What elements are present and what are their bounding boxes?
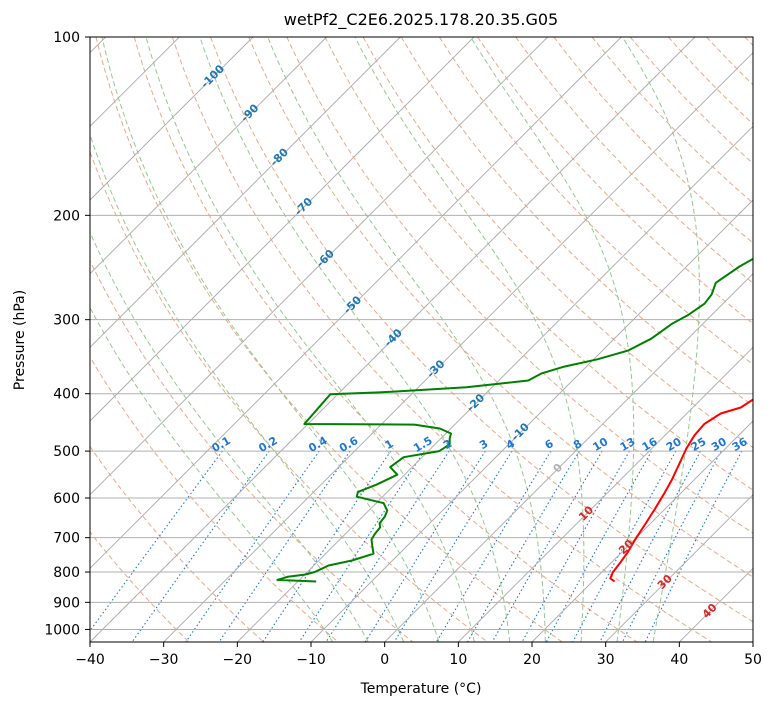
x-tick-label: 0 <box>380 652 389 668</box>
mixing-ratio-line <box>621 450 722 642</box>
moist-adiabat-line <box>90 306 334 642</box>
moist-adiabats <box>90 37 700 642</box>
chart-title: wetPf2_C2E6.2025.178.20.35.G05 <box>284 10 558 30</box>
moist-adiabat-line <box>622 37 700 642</box>
mixing-ratio-line <box>467 450 580 642</box>
dry-adiabat-line <box>400 37 753 407</box>
x-axis: −40 −30 −20 −10 0 10 20 30 40 50 <box>75 642 762 668</box>
mixing-ratio-line <box>491 450 603 642</box>
dry-adiabat-line <box>248 37 753 578</box>
mixing-ratio-line <box>572 450 677 642</box>
dry-adiabat-line <box>90 445 264 642</box>
mixing-ratio-line <box>393 450 513 642</box>
dry-adiabat-line <box>286 37 753 534</box>
moist-adiabat-line <box>267 37 546 642</box>
isotherm-line <box>90 37 696 642</box>
y-tick-label: 800 <box>53 565 80 581</box>
dry-adiabat-line <box>553 37 753 244</box>
mixing-ratio-line <box>545 450 653 642</box>
isotherm-line <box>236 125 753 642</box>
x-tick-label: −10 <box>296 652 326 668</box>
y-tick-label: 300 <box>53 313 80 329</box>
sounding-series <box>276 257 753 583</box>
skewed-isotherms <box>90 37 753 642</box>
y-tick-label: 500 <box>53 444 80 460</box>
x-tick-label: 40 <box>670 652 688 668</box>
isotherm-line <box>90 37 622 570</box>
dry-adiabat-line <box>90 355 339 642</box>
mixing-ratio-lines <box>90 450 743 642</box>
mixing-ratio-line <box>521 450 630 642</box>
isotherm-line <box>310 199 753 642</box>
x-tick-label: 20 <box>523 652 541 668</box>
moist-adiabat-line <box>470 37 635 642</box>
y-axis-title: Pressure (hPa) <box>12 290 28 390</box>
dry-adiabat-line <box>515 37 753 284</box>
isotherm-line <box>90 37 475 422</box>
y-tick-label: 200 <box>53 208 80 224</box>
isotherm-line <box>531 420 753 642</box>
dry-adiabat-line <box>629 37 753 165</box>
dry-adiabat-line <box>210 37 753 623</box>
dry-adiabat-line <box>171 37 712 642</box>
x-tick-label: −20 <box>223 652 253 668</box>
moist-adiabat-line <box>90 231 369 642</box>
dry-adiabat-line <box>438 37 753 365</box>
mixing-ratio-line <box>185 450 320 642</box>
x-tick-label: 10 <box>449 652 467 668</box>
moist-adiabat-line <box>101 37 440 642</box>
mixing-ratio-line <box>599 450 701 642</box>
moist-adiabat-line <box>90 133 405 642</box>
y-tick-label: 900 <box>53 595 80 611</box>
mixing-ratio-line <box>435 450 552 642</box>
y-axis: 100 200 300 400 500 600 700 800 900 1000 <box>44 30 90 638</box>
isotherm-line <box>90 37 549 496</box>
x-tick-label: 30 <box>597 652 615 668</box>
mixing-ratio-line <box>131 450 270 642</box>
isotherm-line <box>90 37 401 349</box>
x-axis-title: Temperature (°C) <box>360 681 482 697</box>
temperature-profile-line <box>609 398 753 583</box>
isotherm-line <box>384 272 753 642</box>
isotherm-line <box>90 37 254 201</box>
y-tick-label: 700 <box>53 531 80 547</box>
isotherm-line <box>605 493 753 642</box>
y-tick-label: 600 <box>53 491 80 507</box>
moist-adiabat-line <box>145 37 475 642</box>
isotherm-line <box>457 346 753 642</box>
y-tick-label: 400 <box>53 387 80 403</box>
isotherm-line <box>163 51 753 642</box>
mixing-ratio-line <box>218 450 351 642</box>
moist-adiabat-line <box>354 37 585 642</box>
x-tick-label: 50 <box>744 652 762 668</box>
isotherm-line <box>90 37 328 275</box>
x-tick-label: −30 <box>149 652 179 668</box>
plot-area <box>90 37 753 642</box>
x-tick-label: −40 <box>75 652 105 668</box>
y-tick-label: 1000 <box>44 622 80 638</box>
moist-adiabat-line <box>199 37 511 642</box>
y-tick-label: 100 <box>53 30 80 46</box>
dewpoint-profile-line <box>276 257 753 583</box>
dry-adiabat-line <box>90 259 414 642</box>
dry-adiabat-line <box>324 37 753 491</box>
plot-frame <box>89 36 754 643</box>
dry-adiabat-line <box>133 37 638 642</box>
mixing-ratio-line <box>364 450 486 642</box>
dry-adiabat-line <box>95 37 563 642</box>
pressure-gridlines <box>90 214 753 630</box>
